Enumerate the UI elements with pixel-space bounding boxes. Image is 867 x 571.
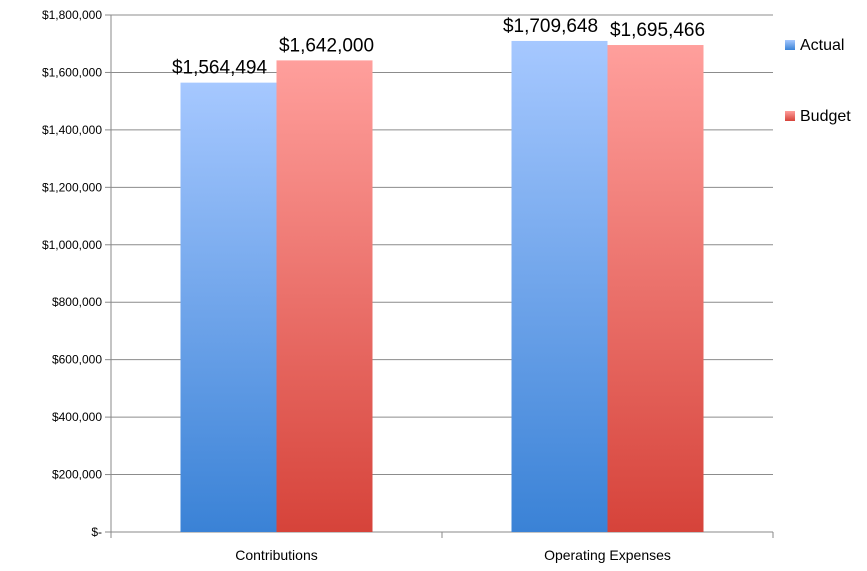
bar-budget	[607, 45, 704, 533]
data-label-actual: $1,564,494	[172, 58, 268, 79]
x-axis-ticks: Contributions Operating Expenses	[235, 547, 671, 563]
bar-actual	[180, 82, 277, 533]
y-tick-label: $1,000,000	[42, 238, 102, 252]
bars	[180, 40, 704, 533]
legend-label-budget: Budget	[800, 108, 851, 125]
y-tick-label: $400,000	[52, 410, 102, 424]
x-tick-label: Operating Expenses	[544, 547, 671, 563]
bar-actual	[511, 40, 608, 532]
y-tick-label: $1,800,000	[42, 8, 102, 22]
y-tick-label: $600,000	[52, 353, 102, 367]
legend-swatch-actual	[785, 40, 795, 50]
legend-swatch-budget	[785, 111, 795, 121]
data-label-actual: $1,709,648	[503, 16, 598, 37]
data-label-budget: $1,642,000	[279, 35, 374, 56]
data-label-budget: $1,695,466	[610, 20, 705, 41]
x-tick-label: Contributions	[235, 547, 318, 563]
y-tick-label: $-	[91, 525, 102, 539]
y-tick-label: $1,600,000	[42, 65, 102, 79]
y-axis-ticks: $- $200,000 $400,000 $600,000 $800,000 $1,000…	[42, 8, 102, 539]
legend: Actual Budget	[785, 37, 851, 125]
y-tick-label: $1,200,000	[42, 180, 102, 194]
y-tick-label: $1,400,000	[42, 123, 102, 137]
y-tick-label: $200,000	[52, 468, 102, 482]
legend-label-actual: Actual	[800, 37, 844, 54]
data-labels: $1,564,494 $1,642,000 $1,709,648 $1,695,466	[172, 16, 705, 79]
y-tick-label: $800,000	[52, 295, 102, 309]
bar-budget	[276, 60, 373, 533]
